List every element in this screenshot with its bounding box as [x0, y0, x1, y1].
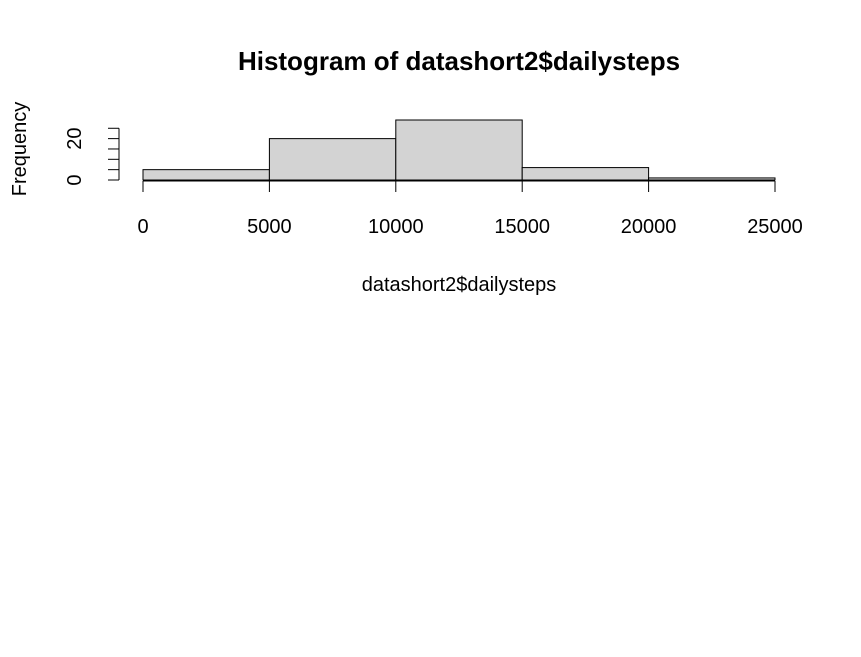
x-axis-label: datashort2$dailysteps: [362, 274, 557, 296]
y-axis-label: Frequency: [9, 102, 31, 197]
y-axis: 0 20: [64, 127, 120, 186]
x-axis: 0 5000 10000 15000 20000 25000: [137, 180, 803, 238]
chart-title: Histogram of datashort2$dailysteps: [238, 46, 680, 76]
x-tick-label-5: 25000: [747, 216, 803, 238]
histogram-bar-1: [268, 138, 397, 181]
y-tick-label-0: 0: [64, 174, 86, 185]
x-tick-label-2: 10000: [368, 216, 424, 238]
histogram-bar-4: [648, 177, 776, 181]
histogram-bar-3: [521, 167, 650, 181]
x-tick-label-1: 5000: [247, 216, 292, 238]
x-tick-label-3: 15000: [494, 216, 550, 238]
histogram-bar-0: [142, 169, 270, 181]
x-tick-label-4: 20000: [621, 216, 677, 238]
x-tick-label-0: 0: [137, 216, 148, 238]
y-tick-label-4: 20: [64, 127, 86, 149]
histogram-bar-2: [395, 119, 523, 181]
bars-group: [142, 119, 776, 181]
